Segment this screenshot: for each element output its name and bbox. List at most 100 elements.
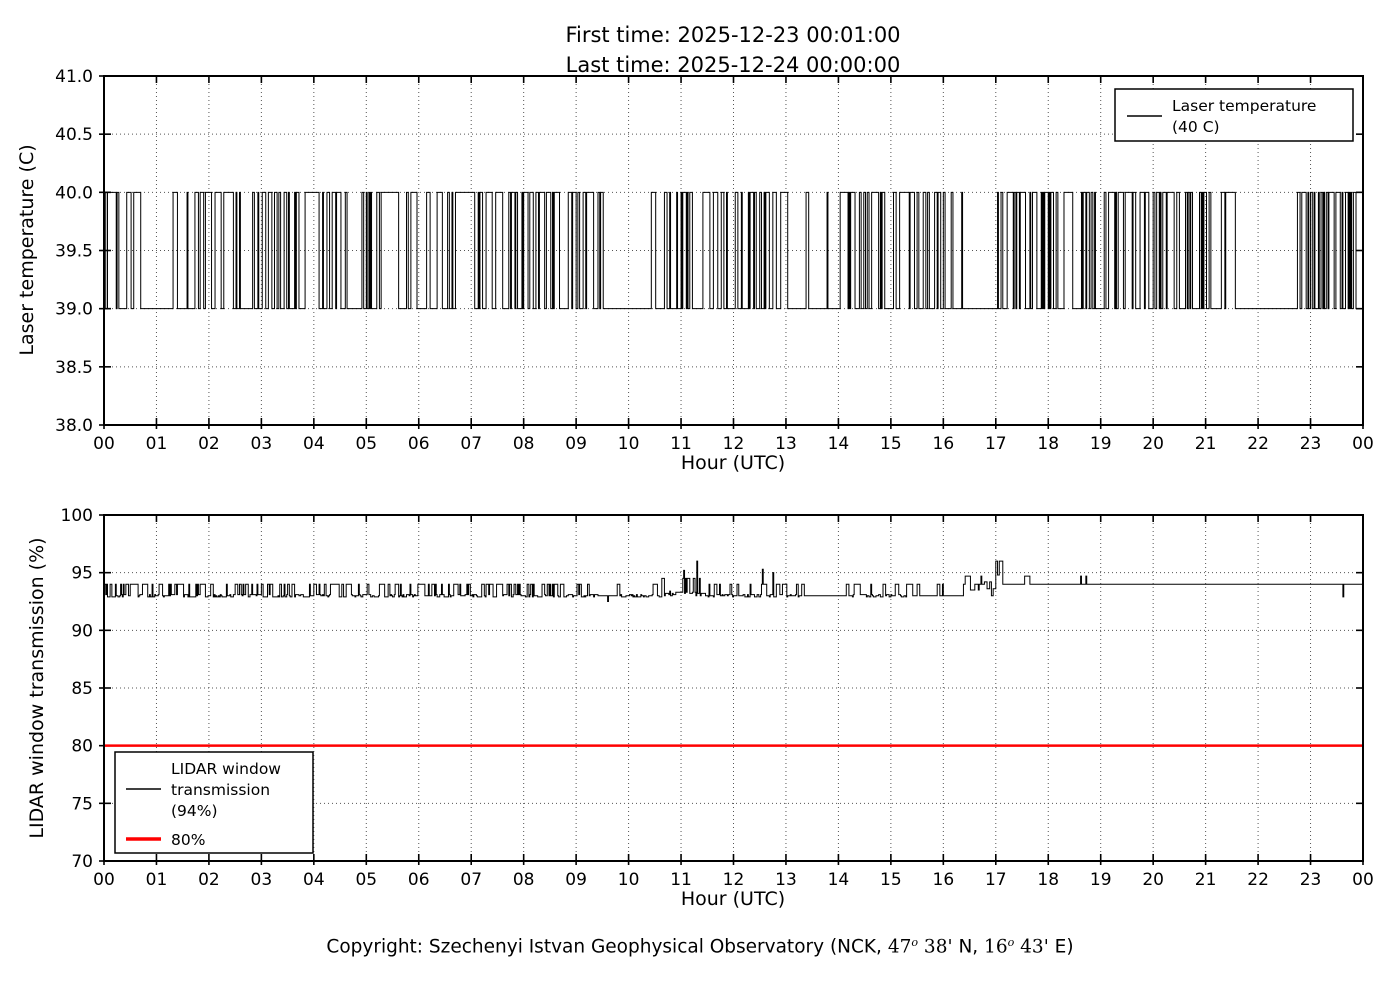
- x-tick-label: 00: [1352, 434, 1374, 454]
- y-tick-label: 95: [71, 564, 93, 584]
- x-tick-label: 09: [565, 434, 587, 454]
- legend-label-line2: (40 C): [1172, 118, 1220, 136]
- x-tick-label: 07: [460, 870, 482, 890]
- figure-title-last-time: Last time: 2025-12-24 00:00:00: [566, 53, 901, 77]
- figure-title-first-time: First time: 2025-12-23 00:01:00: [565, 23, 900, 47]
- legend-transmission-label-line3: (94%): [171, 802, 218, 820]
- laser-chart-yaxis-label: Laser temperature (C): [16, 144, 38, 355]
- y-tick-label: 40.5: [55, 125, 93, 145]
- x-tick-label: 09: [565, 870, 587, 890]
- y-tick-label: 40.0: [55, 183, 93, 203]
- transmission-chart-yaxis-label: LIDAR window transmission (%): [26, 537, 48, 838]
- x-tick-label: 04: [303, 870, 325, 890]
- degree-superscript: o: [1007, 936, 1015, 949]
- legend-threshold-label: 80%: [171, 831, 205, 849]
- x-tick-label: 00: [93, 870, 115, 890]
- x-tick-label: 21: [1195, 434, 1217, 454]
- transmission-series: [104, 560, 1363, 602]
- x-tick-label: 11: [670, 434, 692, 454]
- x-tick-label: 12: [723, 434, 745, 454]
- x-tick-label: 12: [723, 870, 745, 890]
- degree-superscript: o: [911, 936, 919, 949]
- laser-chart-legend: Laser temperature (40 C): [1114, 88, 1354, 142]
- y-tick-label: 39.5: [55, 242, 93, 262]
- transmission-chart-xaxis-label: Hour (UTC): [681, 888, 785, 910]
- x-tick-label: 23: [1300, 434, 1322, 454]
- gridlines: [103, 514, 1364, 862]
- x-tick-label: 13: [775, 434, 797, 454]
- y-tick-label: 100: [61, 506, 93, 526]
- y-tick-label: 75: [71, 794, 93, 814]
- x-tick-label: 13: [775, 870, 797, 890]
- y-tick-label: 80: [71, 737, 93, 757]
- x-tick-label: 17: [985, 434, 1007, 454]
- legend-transmission-label-line2: transmission: [171, 781, 270, 799]
- copyright-segment: N,: [952, 936, 985, 958]
- laser-chart-xaxis-label: Hour (UTC): [681, 452, 785, 474]
- x-tick-label: 06: [408, 870, 430, 890]
- x-tick-label: 01: [146, 434, 168, 454]
- x-tick-label: 22: [1247, 434, 1269, 454]
- x-tick-label: 16: [933, 870, 955, 890]
- y-tick-label: 39.0: [55, 300, 93, 320]
- tick-labels: 00 01 02 03 04 05 06 07 08 09 10 11 12 13 14 15 16 17 18 19…: [61, 506, 1374, 890]
- x-tick-label: 08: [513, 870, 535, 890]
- lidar-transmission-chart: 00 01 02 03 04 05 06 07 08 09 10 11 12 13 14 15 16 17 18 19…: [61, 506, 1374, 890]
- y-tick-label: 38.0: [55, 416, 93, 436]
- x-tick-label: 05: [355, 870, 377, 890]
- x-tick-label: 15: [880, 434, 902, 454]
- x-tick-label: 15: [880, 870, 902, 890]
- plot-border: [103, 514, 1364, 862]
- y-tick-label: 70: [71, 852, 93, 872]
- x-tick-label: 07: [460, 434, 482, 454]
- x-tick-label: 01: [146, 870, 168, 890]
- legend-box: [114, 751, 314, 854]
- copyright-segment: E): [1048, 936, 1074, 958]
- x-tick-label: 00: [93, 434, 115, 454]
- x-tick-label: 14: [828, 434, 850, 454]
- x-tick-label: 02: [198, 434, 220, 454]
- x-tick-label: 18: [1037, 434, 1059, 454]
- plot-border: [103, 75, 1364, 426]
- x-tick-label: 08: [513, 434, 535, 454]
- tick-labels: 00 01 02 03 04 05 06 07 08 09 10 11 12 13 14 15 16 17 18 19…: [55, 67, 1374, 454]
- x-tick-label: 03: [251, 434, 273, 454]
- copyright-segment: Copyright: Szechenyi Istvan Geophysical …: [326, 936, 888, 958]
- copyright-text: Copyright: Szechenyi Istvan Geophysical …: [0, 936, 1400, 958]
- x-tick-label: 19: [1090, 434, 1112, 454]
- x-tick-label: 19: [1090, 870, 1112, 890]
- x-tick-label: 00: [1352, 870, 1374, 890]
- tick-marks: [99, 75, 1364, 429]
- x-tick-label: 11: [670, 870, 692, 890]
- x-tick-label: 02: [198, 870, 220, 890]
- y-tick-label: 38.5: [55, 358, 93, 378]
- laser-temperature-chart: 00 01 02 03 04 05 06 07 08 09 10 11 12 13 14 15 16 17 18 19…: [55, 67, 1374, 454]
- copyright-segment: 16: [984, 936, 1008, 958]
- plot-series: [104, 560, 1363, 747]
- x-tick-label: 10: [618, 870, 640, 890]
- x-tick-label: 06: [408, 434, 430, 454]
- x-tick-label: 21: [1195, 870, 1217, 890]
- y-tick-label: 90: [71, 621, 93, 641]
- x-tick-label: 20: [1142, 870, 1164, 890]
- x-tick-label: 14: [828, 870, 850, 890]
- plot-series: [104, 191, 1363, 310]
- x-tick-label: 05: [355, 434, 377, 454]
- x-tick-label: 03: [251, 870, 273, 890]
- y-tick-label: 41.0: [55, 67, 93, 87]
- x-tick-label: 17: [985, 870, 1007, 890]
- copyright-segment: 43': [1014, 936, 1049, 958]
- legend-transmission-label-line1: LIDAR window: [171, 760, 281, 778]
- x-tick-label: 18: [1037, 870, 1059, 890]
- legend-box: [1114, 88, 1354, 142]
- copyright-segment: 38': [918, 936, 953, 958]
- laser-temperature-series: [104, 191, 1363, 310]
- x-tick-label: 10: [618, 434, 640, 454]
- legend-label-line1: Laser temperature: [1172, 97, 1316, 115]
- x-tick-label: 22: [1247, 870, 1269, 890]
- x-tick-label: 20: [1142, 434, 1164, 454]
- x-tick-label: 23: [1300, 870, 1322, 890]
- x-tick-label: 04: [303, 434, 325, 454]
- lidar-status-figure: First time: 2025-12-23 00:01:00 Last tim…: [16, 23, 1374, 910]
- x-tick-label: 16: [933, 434, 955, 454]
